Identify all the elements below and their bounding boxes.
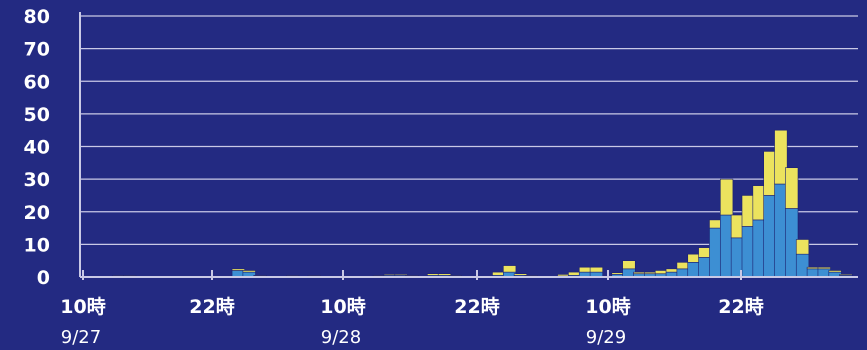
x-tick-time-label: 22時 (718, 296, 763, 318)
bar-upper-segment (231, 268, 245, 271)
x-tick-date-label: 9/28 (321, 327, 361, 348)
bar-upper-segment (437, 273, 452, 276)
x-tick-time-label: 10時 (585, 296, 630, 318)
bar-upper-segment (123, 275, 137, 277)
bar-upper-segment (589, 266, 603, 273)
x-tick-time-label: 22時 (454, 296, 499, 318)
bar-upper-segment (774, 129, 788, 185)
y-tick-label: 0 (37, 267, 50, 289)
bar-upper-segment (719, 178, 734, 216)
x-tick-date-label: 9/27 (61, 327, 101, 348)
y-tick-label: 60 (24, 71, 50, 93)
bar-upper-segment (285, 275, 300, 277)
bar-upper-segment (828, 270, 842, 273)
x-tick-date-label: 9/29 (586, 327, 626, 348)
bar-upper-segment (394, 274, 408, 276)
bar-upper-segment (622, 260, 636, 270)
bar-upper-segment (405, 275, 419, 277)
bar-upper-segment (253, 275, 267, 277)
x-tick-time-label: 22時 (189, 296, 234, 318)
bar-upper-segment (839, 274, 853, 276)
y-tick-label: 10 (24, 234, 50, 256)
bar-upper-segment (448, 275, 462, 277)
bar-upper-segment (795, 239, 810, 255)
bar-upper-segment (242, 270, 256, 273)
bar-upper-segment (524, 275, 538, 277)
bar-upper-segment (785, 167, 799, 209)
bar-upper-segment (513, 273, 528, 276)
x-tick-time-label: 10時 (60, 296, 105, 318)
y-tick-label: 50 (24, 104, 50, 126)
y-tick-label: 30 (24, 169, 50, 191)
x-tick-time-label: 10時 (320, 296, 365, 318)
bar-upper-segment (307, 275, 321, 277)
bar-upper-segment (502, 265, 517, 273)
y-tick-label: 70 (24, 39, 50, 61)
bar-upper-segment (817, 266, 831, 270)
y-tick-label: 40 (24, 137, 50, 159)
y-tick-label: 80 (24, 6, 50, 28)
y-tick-label: 20 (24, 202, 50, 224)
